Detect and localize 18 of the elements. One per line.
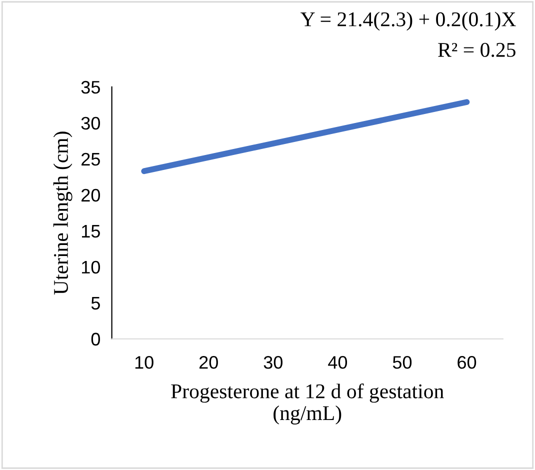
y-tick-label: 30: [81, 116, 100, 130]
y-tick-label: 10: [82, 260, 100, 274]
text: R² = 0.25: [438, 42, 516, 58]
x-tick-label: 30: [264, 356, 282, 369]
x-axis-title: Progesterone at 12 d of gestation (ng/mL): [171, 383, 444, 424]
x-tick-label: 20: [199, 356, 218, 369]
x-tick-label: 40: [328, 356, 348, 369]
x-tick-label: 60: [458, 356, 476, 369]
y-tick-label: 25: [82, 152, 100, 166]
y-axis-title: Uterine length (cm): [53, 132, 72, 295]
y-tick-label: 35: [81, 80, 100, 94]
y-tick-label: 5: [91, 297, 100, 310]
y-tick-label: 0: [91, 332, 100, 346]
y-tick-label: 20: [82, 188, 100, 202]
y-tick-label: 15: [82, 225, 100, 238]
x-tick-label: 50: [392, 356, 412, 369]
text: Y = 21.4(2.3) + 0.2(0.1)X: [300, 12, 516, 31]
x-tick-label: 10: [135, 356, 154, 369]
